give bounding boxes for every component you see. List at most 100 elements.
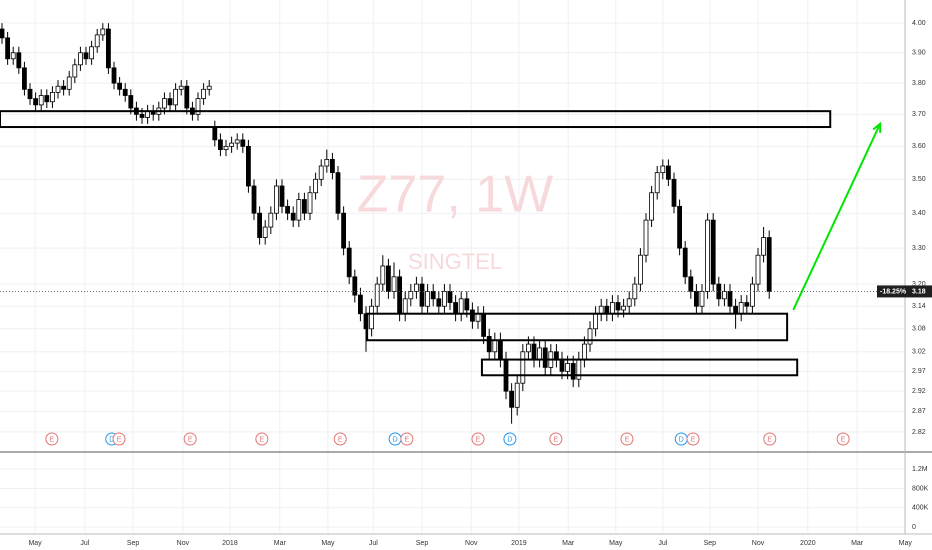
x-tick-label: Mar: [851, 540, 864, 547]
candle-body: [78, 52, 83, 66]
event-label: D: [109, 436, 114, 443]
candle-body: [682, 247, 688, 278]
candle-body: [44, 95, 50, 103]
candle-body: [66, 76, 72, 90]
candle-body: [705, 219, 711, 292]
candle-body: [352, 276, 358, 296]
x-tick-label: May: [899, 540, 913, 547]
y-tick-label: 3.02: [912, 349, 926, 356]
event-marker: [836, 432, 850, 446]
candle-body: [274, 185, 279, 214]
watermark: Z77, 1W: [357, 166, 554, 224]
candle-body: [251, 185, 257, 214]
candle-body: [330, 159, 335, 174]
candle-body: [688, 276, 694, 292]
x-tick-label: May: [321, 540, 335, 547]
candle-body: [94, 34, 100, 48]
x-tick-label: 2018: [222, 540, 238, 547]
candle-body: [733, 305, 739, 315]
candle-body: [10, 52, 16, 60]
candle-body: [509, 390, 515, 408]
candle-body: [285, 205, 291, 214]
candle-body: [492, 339, 498, 353]
candle-body: [610, 302, 615, 315]
candle-body: [55, 85, 61, 93]
candle-body: [425, 291, 431, 307]
candle-body: [117, 82, 123, 90]
candle-body: [178, 85, 184, 90]
candle-body: [0, 28, 5, 39]
candle-body: [72, 64, 78, 78]
candle-body: [100, 28, 106, 36]
candle-body: [27, 88, 33, 100]
candle-body: [598, 305, 604, 315]
event-marker: [549, 432, 563, 446]
zone-box: [480, 358, 799, 377]
candle-body: [402, 298, 408, 315]
candle-body: [374, 283, 380, 307]
candle-body: [139, 113, 145, 118]
x-tick-label: May: [28, 540, 42, 547]
candle-body: [16, 52, 22, 69]
candle-body: [122, 88, 128, 96]
y-tick-label: 3.70: [912, 111, 926, 118]
candle-body: [318, 165, 324, 180]
candle-body: [279, 185, 285, 207]
watermark-subtitle: SINGTEL: [408, 249, 502, 274]
trend-arrow: [792, 123, 881, 311]
candle-body: [542, 347, 548, 368]
candle-body: [246, 145, 251, 187]
candle-body: [111, 67, 117, 84]
event-marker: [400, 432, 414, 446]
candle-body: [229, 142, 235, 147]
x-tick-label: Nov: [752, 540, 765, 547]
candle-body: [559, 359, 565, 372]
candle-body: [184, 85, 190, 109]
candle-body: [307, 192, 313, 214]
candle-body: [386, 265, 391, 292]
candle-body: [408, 291, 414, 300]
x-tick-label: 2019: [511, 540, 527, 547]
candle-body: [106, 28, 111, 69]
candle-body: [346, 247, 352, 278]
y-tick-label: 2.87: [912, 408, 926, 415]
y-tick-label: 2.82: [912, 429, 926, 436]
zone-box: [0, 110, 832, 129]
candle-body: [526, 343, 531, 353]
x-tick-label: May: [609, 540, 623, 547]
x-tick-label: Sep: [416, 540, 429, 547]
y-tick-label: 3.80: [912, 80, 926, 87]
candle-body: [38, 95, 44, 106]
candle-body: [380, 265, 386, 285]
axes: May Jul Sep Nov 2018 Mar May Jul Sep Nov 2019 Mar Ma…: [28, 20, 932, 547]
candle-body: [335, 172, 341, 214]
event-marker: [255, 432, 269, 446]
event-marker: [112, 432, 126, 446]
candle-body: [397, 276, 403, 315]
candle-body: [470, 309, 475, 322]
candle-body: [218, 139, 223, 151]
x-tick-label: Sep: [704, 540, 717, 547]
y-tick-label: 3.60: [912, 143, 926, 150]
candle-body: [369, 305, 375, 330]
candle-body: [761, 237, 767, 256]
candle-body: [537, 347, 543, 360]
candle-body: [296, 199, 302, 221]
event-label: E: [841, 436, 846, 443]
event-label: E: [554, 436, 559, 443]
volume-tick-label: 400K: [912, 505, 929, 512]
event-marker: [183, 432, 197, 446]
candle-body: [643, 219, 649, 256]
event-label: E: [260, 436, 265, 443]
candle-body: [22, 67, 27, 90]
candle-body: [162, 98, 167, 109]
candle-body: [419, 283, 425, 307]
y-tick-label: 3.40: [912, 210, 926, 217]
candle-body: [201, 88, 207, 100]
candle-body: [464, 298, 470, 311]
last-price-label: 3.18: [912, 288, 926, 295]
candle-body: [638, 254, 643, 285]
candle-body: [587, 328, 593, 345]
